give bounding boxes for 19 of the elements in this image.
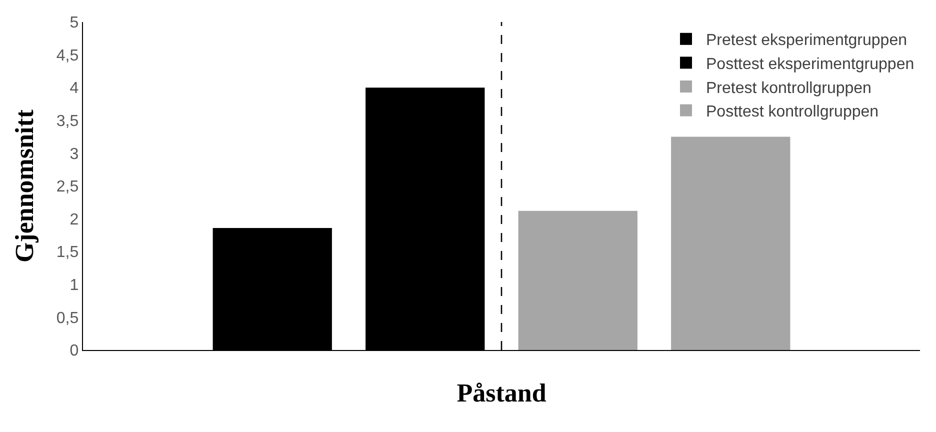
y-tick-label: 1 — [70, 277, 79, 294]
y-axis-title: Gjennomsnitt — [10, 109, 39, 263]
bar — [518, 210, 638, 350]
y-tick-label: 3 — [70, 146, 79, 163]
bar — [671, 136, 790, 350]
y-tick-label: 4,5 — [56, 47, 79, 64]
y-tick-label: 2 — [70, 211, 79, 228]
y-tick-label: 4 — [70, 80, 79, 98]
y-tick-label: 5 — [70, 14, 79, 32]
legend-label: Posttest eksperimentgruppen — [706, 56, 914, 73]
y-tick-label: 0,5 — [56, 310, 79, 327]
x-axis-title: Påstand — [456, 378, 547, 408]
legend-label: Pretest kontrollgruppen — [706, 80, 872, 97]
y-tick-label: 0 — [70, 342, 79, 360]
y-tick-label: 1,5 — [56, 244, 79, 262]
y-tick-label: 2,5 — [56, 178, 79, 196]
legend-label: Pretest eksperimentgruppen — [706, 32, 907, 50]
legend-label: Posttest kontrollgruppen — [706, 104, 879, 121]
y-tick-label: 3,5 — [56, 113, 79, 130]
